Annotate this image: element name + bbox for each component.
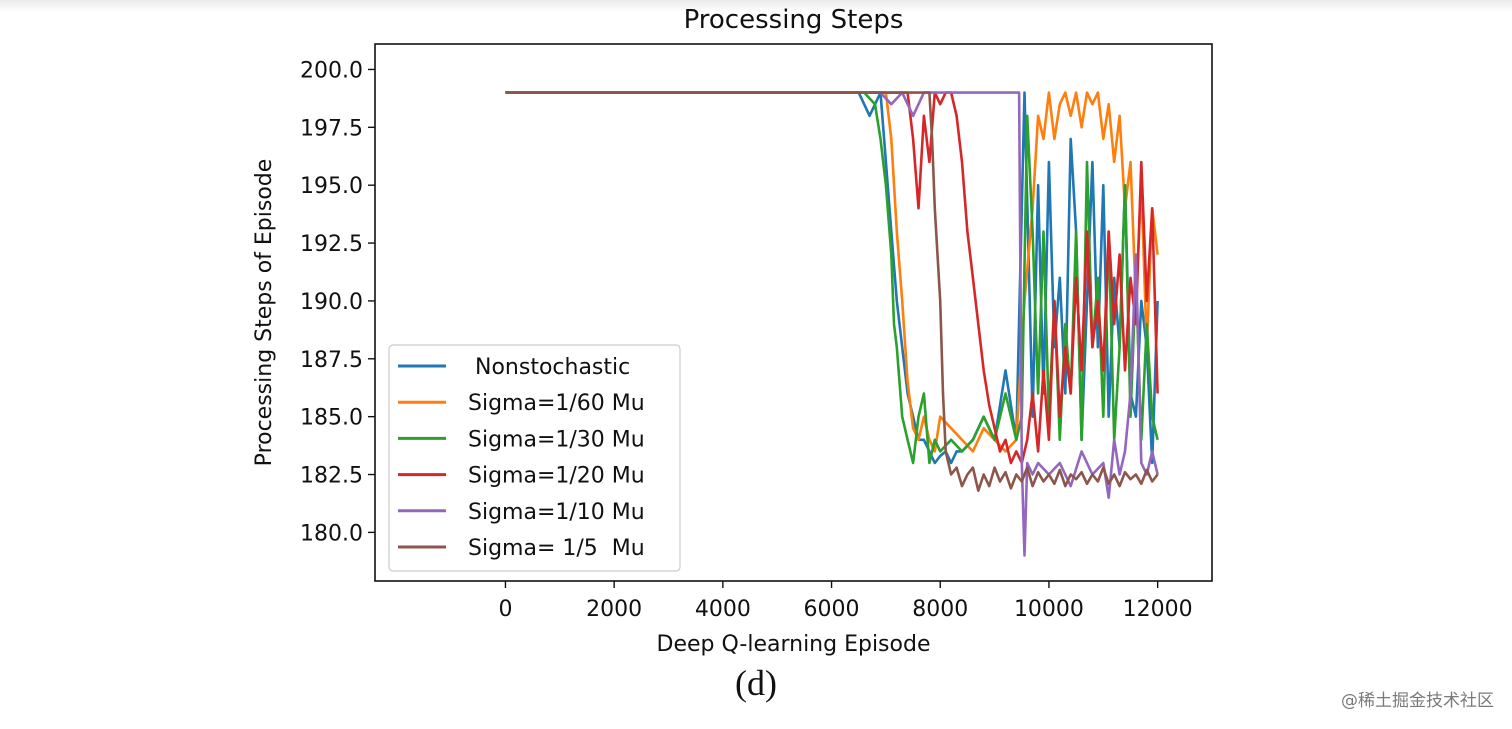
y-tick-label: 197.5: [300, 116, 363, 141]
y-tick-label: 192.5: [300, 232, 363, 257]
legend-label: Sigma=1/10 Mu: [468, 500, 645, 525]
series-line-5: [505, 91, 1159, 493]
legend-label: Nonstochastic: [468, 355, 630, 380]
series-line-1: [505, 91, 1159, 453]
series-line-0: [505, 91, 1159, 465]
y-tick-label: 200.0: [300, 58, 363, 83]
x-tick-label: 6000: [804, 597, 860, 622]
x-axis-ticks: 0 2000 4000 6000 8000 10000 12000: [498, 581, 1193, 622]
chart-title: Processing Steps: [684, 5, 904, 35]
legend-label: Sigma=1/20 Mu: [468, 464, 645, 489]
legend-label: Sigma=1/60 Mu: [468, 391, 645, 416]
x-tick-label: 4000: [695, 597, 751, 622]
y-tick-label: 187.5: [300, 348, 363, 373]
figure-caption: (d): [735, 663, 777, 703]
y-axis-ticks: 180.0 182.5 185.0 187.5 190.0 192.5 195.0 197.5…: [300, 58, 375, 546]
x-tick-label: 0: [498, 597, 512, 622]
x-tick-label: 8000: [912, 597, 968, 622]
y-tick-label: 180.0: [300, 521, 363, 546]
y-tick-label: 182.5: [300, 464, 363, 489]
y-tick-label: 195.0: [300, 174, 363, 199]
legend: Nonstochastic Sigma=1/60 Mu Sigma=1/30 Mu S…: [388, 344, 681, 572]
series-layer: [505, 91, 1159, 557]
legend-label: Sigma= 1/5 Mu: [468, 536, 645, 561]
top-shadow-bar: [0, 0, 1512, 12]
y-tick-label: 190.0: [300, 290, 363, 315]
y-axis-label: Processing Steps of Episode: [252, 159, 277, 467]
x-tick-label: 12000: [1123, 597, 1193, 622]
series-line-3: [505, 91, 1159, 465]
x-tick-label: 2000: [586, 597, 642, 622]
legend-box: [388, 344, 681, 572]
y-tick-label: 185.0: [300, 406, 363, 431]
watermark: @稀土掘金技术社区: [1341, 691, 1494, 711]
x-axis-label: Deep Q-learning Episode: [657, 632, 931, 657]
x-tick-label: 10000: [1014, 597, 1084, 622]
legend-label: Sigma=1/30 Mu: [468, 427, 645, 452]
plot-frame: [374, 43, 1213, 582]
